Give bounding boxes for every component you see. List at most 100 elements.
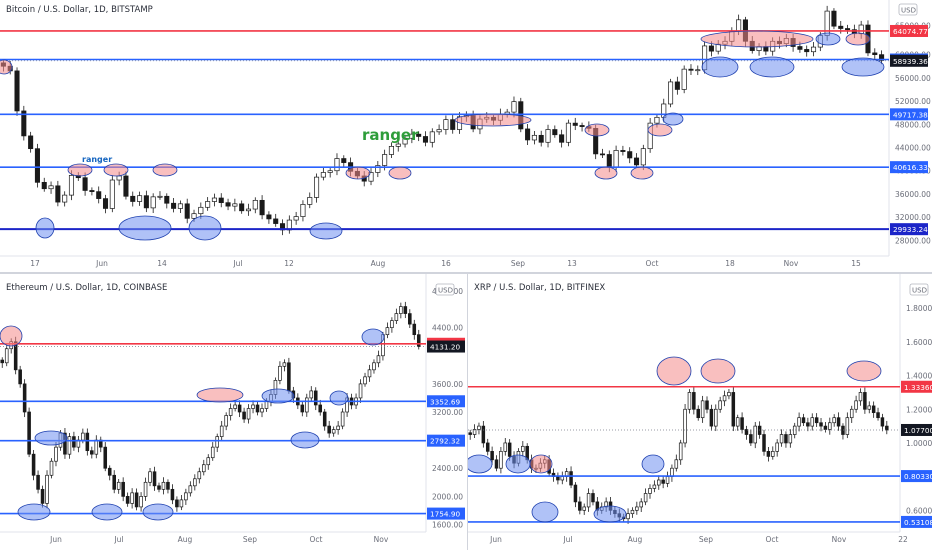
eth-level-label-1: 4131.20 [430, 343, 461, 352]
xrp-candle-51 [692, 392, 696, 410]
eth-panel: Ethereum / U.S. Dollar, 1D, COINBASE 440… [0, 274, 467, 550]
eth-candle-4 [18, 369, 22, 385]
xrp-candle-87 [849, 408, 854, 419]
eth-candle-83 [372, 362, 376, 371]
btc-candle-48 [327, 170, 333, 173]
btc-candle-26 [177, 203, 183, 209]
xrp-candle-23 [569, 471, 573, 486]
eth-candle-80 [358, 383, 363, 399]
eth-candle-28 [125, 496, 130, 504]
btc-highlight-ellipse-0 [0, 59, 13, 75]
eth-currency-label: USD [438, 287, 453, 295]
eth-chart[interactable]: 4400.003600.003200.002800.002400.002000.… [0, 274, 467, 550]
btc-candle-95 [647, 122, 653, 150]
xrp-level-tag-0 [901, 380, 932, 393]
btc-candle-99 [674, 81, 680, 90]
btc-candle-128 [872, 52, 878, 55]
xrp-candle-74 [792, 425, 797, 435]
eth-highlight-ellipse-1 [17, 503, 51, 521]
eth-candle-93 [416, 334, 421, 347]
btc-candle-24 [164, 195, 170, 204]
panel-separator-vertical[interactable] [467, 274, 468, 550]
eth-candle-9 [40, 488, 45, 504]
btc-currency-label: USD [901, 7, 916, 15]
eth-level-tag-4 [427, 507, 465, 520]
xrp-level-label-0: 1.33360 [904, 383, 932, 392]
eth-level-tag-2 [427, 395, 465, 408]
btc-candle-118 [804, 49, 810, 53]
xrp-ytick-2: 1.40000 [906, 372, 932, 381]
xrp-candle-80 [819, 422, 823, 427]
xrp-candle-28 [591, 493, 595, 503]
btc-candle-96 [654, 116, 660, 124]
xrp-ytick-0: 1.80000 [906, 304, 932, 313]
xrp-candle-8 [503, 442, 508, 452]
btc-candle-101 [688, 68, 694, 71]
panel-separator-horizontal[interactable] [0, 272, 932, 274]
eth-candle-3 [13, 341, 18, 371]
btc-candle-77 [525, 128, 531, 141]
btc-candle-39 [266, 214, 272, 220]
btc-candle-13 [89, 190, 95, 192]
eth-candle-76 [340, 411, 345, 427]
xrp-candle-89 [858, 392, 863, 402]
eth-candle-37 [166, 481, 170, 490]
xrp-candle-72 [784, 434, 788, 444]
btc-level-label-3: 49717.38 [893, 110, 928, 119]
btc-ytick-7: 36000.00 [895, 190, 931, 199]
btc-candle-12 [82, 177, 88, 191]
xrp-candle-42 [652, 484, 657, 489]
xrp-candle-53 [700, 400, 705, 419]
btc-candle-4 [28, 135, 34, 150]
xrp-candle-85 [841, 425, 845, 435]
btc-highlight-ellipse-1 [35, 217, 55, 239]
eth-candle-91 [408, 313, 412, 325]
xrp-xtick-1: Jul [562, 535, 572, 544]
btc-candle-44 [300, 204, 306, 217]
btc-highlight-ellipse-10 [454, 113, 532, 127]
xrp-ytick-1: 1.60000 [906, 338, 932, 347]
xrp-candle-84 [836, 417, 841, 427]
xrp-candle-67 [762, 434, 766, 452]
btc-highlight-ellipse-19 [815, 32, 841, 46]
btc-candle-64 [436, 129, 442, 133]
eth-xtick-4: Oct [310, 535, 323, 544]
eth-candle-62 [278, 365, 282, 381]
btc-candle-104 [708, 45, 714, 52]
btc-candle-91 [620, 150, 626, 152]
xrp-ytick-5: 0.60000 [906, 506, 932, 515]
eth-candle-27 [121, 481, 125, 497]
xrp-candle-76 [801, 417, 806, 424]
xrp-candle-6 [494, 459, 499, 469]
eth-candle-52 [233, 404, 237, 409]
btc-candle-25 [171, 202, 177, 209]
eth-ytick-2: 3200.00 [432, 408, 463, 417]
eth-candle-50 [224, 415, 228, 427]
btc-highlight-ellipse-15 [662, 112, 684, 126]
eth-highlight-ellipse-8 [329, 390, 349, 406]
btc-highlight-ellipse-11 [584, 123, 610, 137]
btc-candle-2 [14, 70, 20, 112]
xrp-candle-77 [806, 422, 810, 427]
eth-ytick-6: 1600.00 [432, 520, 463, 529]
btc-chart[interactable]: 65000.0060000.0056000.0052000.0048000.00… [0, 0, 932, 272]
eth-candle-92 [412, 323, 417, 336]
eth-candle-6 [27, 411, 31, 455]
xrp-candle-59 [727, 392, 731, 397]
eth-candle-8 [36, 474, 40, 490]
eth-candle-87 [390, 320, 394, 328]
btc-candle-55 [375, 165, 381, 173]
eth-candle-10 [45, 474, 49, 504]
btc-highlight-ellipse-14 [647, 123, 673, 137]
btc-candle-82 [559, 134, 565, 143]
xrp-xtick-4: Oct [766, 535, 779, 544]
btc-candle-33 [225, 202, 231, 207]
eth-candle-70 [313, 390, 318, 406]
btc-candle-62 [422, 136, 429, 143]
xrp-candle-56 [714, 408, 718, 427]
btc-candle-22 [150, 196, 156, 209]
xrp-candle-64 [749, 434, 753, 444]
xrp-candle-94 [880, 417, 885, 427]
btc-xtick-9: Oct [646, 259, 659, 268]
